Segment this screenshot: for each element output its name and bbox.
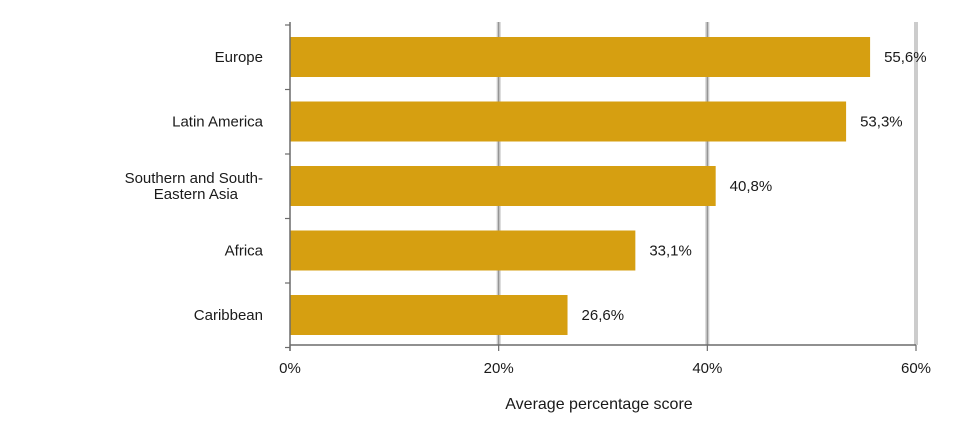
axes xyxy=(285,22,917,351)
category-label: Europe xyxy=(215,49,263,66)
category-label: Latin America xyxy=(172,114,264,131)
bar xyxy=(290,37,871,77)
data-label: 33,1% xyxy=(649,243,692,260)
bar xyxy=(290,166,716,206)
x-tick-label: 0% xyxy=(279,360,301,377)
x-axis-title: Average percentage score xyxy=(505,396,692,413)
x-tick-label: 40% xyxy=(692,360,722,377)
category-label: Southern and South-Eastern Asia xyxy=(125,170,263,203)
category-label: Caribbean xyxy=(194,307,263,324)
bar xyxy=(290,101,847,142)
bars xyxy=(290,37,871,335)
category-label: Africa xyxy=(225,243,264,260)
bar xyxy=(290,230,636,271)
data-label: 53,3% xyxy=(860,114,903,131)
labels: 0% 20% 40% 60% 55,6% Europe 53,3% Latin America… xyxy=(125,49,931,377)
x-tick-label: 20% xyxy=(484,360,514,377)
data-label: 55,6% xyxy=(884,49,927,66)
x-tick-label: 60% xyxy=(901,360,931,377)
bar xyxy=(290,295,568,335)
data-label: 26,6% xyxy=(582,307,625,324)
data-label: 40,8% xyxy=(730,178,773,195)
